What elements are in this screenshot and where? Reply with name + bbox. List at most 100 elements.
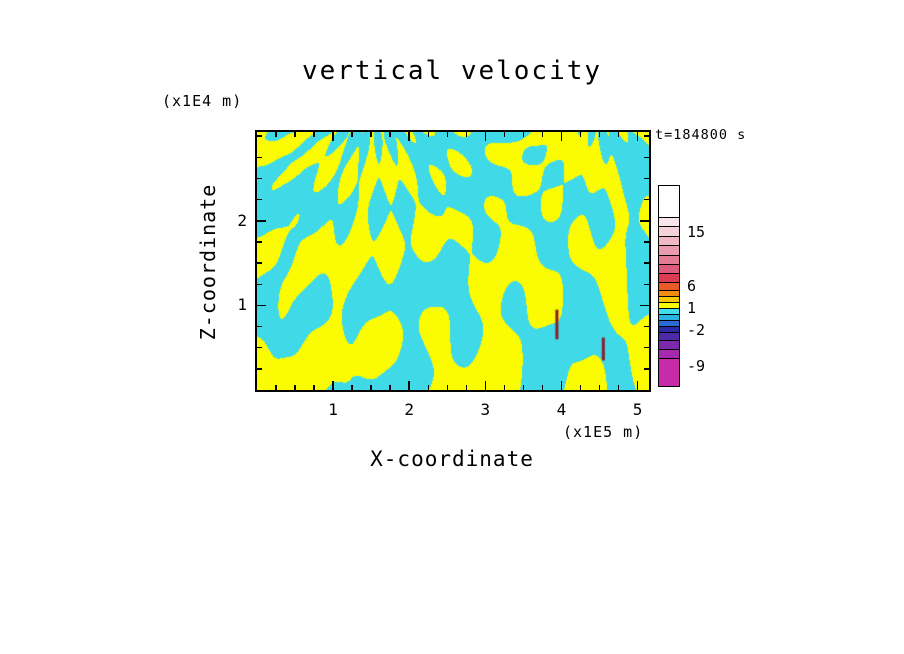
z-tick-label: 1 [237, 295, 247, 315]
x-tick-label: 4 [556, 400, 567, 419]
x-tick [598, 132, 601, 137]
colorbar-label: -9 [687, 357, 706, 375]
x-tick [408, 381, 410, 390]
z-tick [640, 220, 649, 222]
x-tick [541, 385, 544, 390]
x-tick [294, 132, 296, 137]
x-tick [598, 385, 601, 390]
x-tick-label: 5 [632, 400, 643, 419]
x-tick [522, 132, 525, 137]
colorbar-segment [659, 320, 679, 327]
z-tick [257, 346, 262, 349]
z-tick-label: 2 [237, 210, 247, 230]
z-tick [257, 304, 266, 307]
x-tick [560, 381, 563, 390]
z-tick [644, 156, 649, 159]
x-tick [541, 132, 544, 137]
z-tick [257, 262, 262, 264]
z-tick [257, 220, 266, 222]
x-tick [484, 132, 487, 141]
colorbar-segment [659, 245, 679, 255]
time-annotation: t=184800 s [655, 127, 747, 143]
colorbar-segment [659, 226, 679, 236]
x-tick [636, 132, 639, 141]
x-tick [579, 385, 582, 390]
x-tick [636, 381, 639, 390]
colorbar-segment [659, 281, 679, 291]
z-tick [644, 135, 649, 137]
z-tick [644, 346, 649, 349]
x-tick [294, 385, 296, 390]
x-tick [313, 132, 315, 137]
z-tick [257, 156, 262, 159]
x-tick [484, 381, 487, 390]
z-tick [257, 368, 262, 370]
colorbar-label: -2 [687, 321, 706, 339]
x-axis-unit: (x1E5 m) [563, 423, 644, 441]
x-tick [351, 132, 353, 137]
plot-area [255, 130, 651, 392]
x-tick [560, 132, 563, 141]
chart-title: vertical velocity [301, 56, 603, 86]
z-tick [644, 325, 649, 328]
y-axis-title: Z-coordinate [196, 183, 220, 341]
colorbar-segment [659, 217, 679, 227]
x-tick [389, 132, 391, 137]
x-tick [313, 385, 315, 390]
z-tick [257, 135, 262, 137]
colorbar [658, 185, 680, 387]
x-tick [370, 385, 372, 390]
x-tick [446, 132, 449, 137]
x-tick [275, 132, 277, 137]
z-tick [257, 177, 262, 180]
y-axis-unit: (x1E4 m) [162, 92, 243, 110]
x-tick [427, 385, 429, 390]
x-tick [370, 132, 372, 137]
x-tick [465, 385, 468, 390]
colorbar-segment [659, 326, 679, 333]
z-tick [257, 325, 262, 328]
x-tick [522, 385, 525, 390]
x-tick-label: 2 [404, 400, 415, 419]
z-tick [644, 198, 649, 201]
x-tick [275, 385, 277, 390]
colorbar-segment [659, 254, 679, 264]
colorbar-segment [659, 349, 679, 359]
colorbar-segment [659, 296, 679, 303]
z-tick [257, 241, 262, 243]
x-tick [579, 132, 582, 137]
colorbar-segment [659, 314, 679, 321]
z-tick [644, 241, 649, 243]
x-tick [617, 132, 620, 137]
x-tick [332, 381, 334, 390]
x-axis-title: X-coordinate [370, 447, 534, 471]
x-tick [465, 132, 468, 137]
colorbar-segment [659, 332, 679, 341]
x-tick [617, 385, 620, 390]
colorbar-segment [659, 264, 679, 274]
x-tick [503, 132, 506, 137]
x-tick [351, 385, 353, 390]
colorbar-segment [659, 273, 679, 282]
x-tick [408, 132, 410, 141]
z-tick [640, 304, 649, 307]
heatmap-canvas [257, 132, 649, 390]
x-tick [427, 132, 429, 137]
colorbar-segment [659, 186, 679, 217]
z-tick [257, 283, 262, 285]
x-tick [332, 132, 334, 141]
z-tick [644, 283, 649, 285]
x-tick [446, 385, 449, 390]
z-tick [644, 177, 649, 180]
colorbar-segment [659, 340, 679, 350]
colorbar-label: 15 [687, 223, 706, 241]
colorbar-segment [659, 358, 679, 386]
x-tick [389, 385, 391, 390]
colorbar-segment [659, 308, 679, 315]
z-tick [644, 262, 649, 264]
x-tick [503, 385, 506, 390]
colorbar-segment [659, 235, 679, 246]
colorbar-label: 1 [687, 299, 697, 317]
z-tick [257, 198, 262, 201]
colorbar-segment [659, 290, 679, 297]
